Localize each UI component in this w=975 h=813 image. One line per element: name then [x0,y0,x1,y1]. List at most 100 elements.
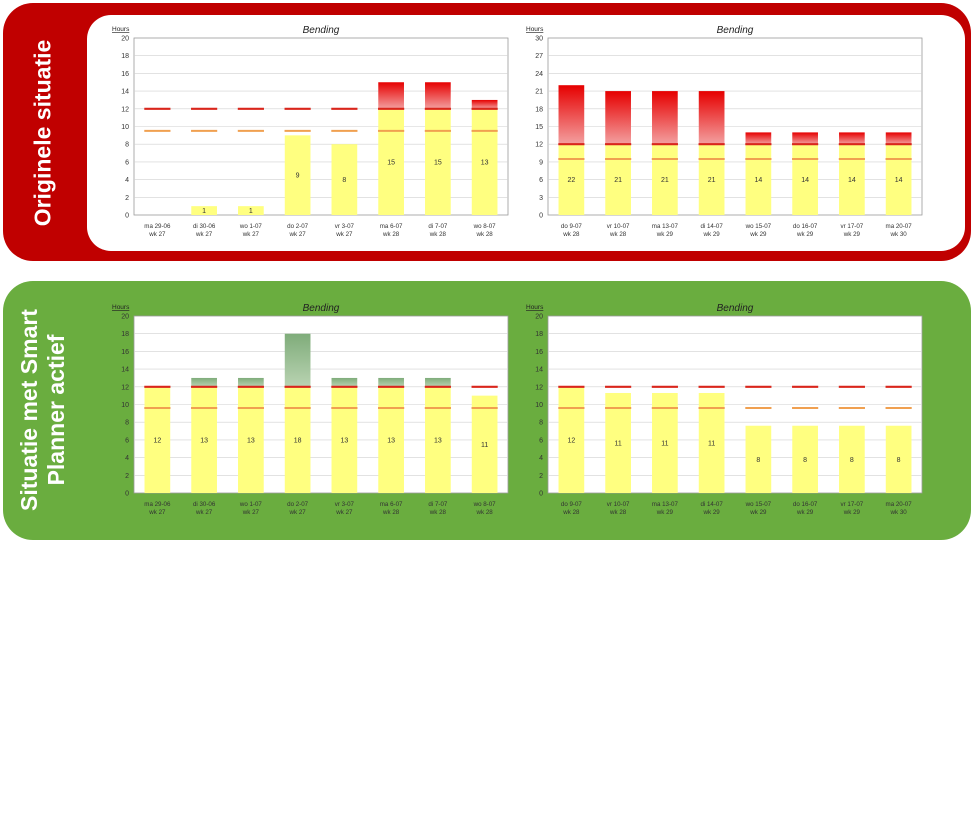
y-tick-label: 3 [539,195,543,202]
data-label: 8 [342,177,346,184]
x-tick-label: di 14-07 [700,223,723,230]
x-tick-label: wo 8-07 [473,501,497,508]
x-tick-label: ma 6-07 [380,223,403,230]
y-tick-label: 6 [125,159,129,166]
x-tick-week-label: wk 28 [609,509,627,516]
bar-base [558,144,585,215]
bar-base [885,144,912,215]
bending-chart-original-week28-30: Bending Hours 0 3 6 9 12 15 18 21 24 27 30 22 do 9-07 w… [522,18,932,248]
data-label: 13 [387,437,395,444]
data-label: 14 [754,177,762,184]
x-tick-week-label: wk 27 [242,509,260,516]
x-tick-week-label: wk 27 [242,231,260,238]
x-tick-week-label: wk 28 [476,509,494,516]
data-label: 13 [434,437,442,444]
data-label: 1 [202,208,206,215]
x-tick-week-label: wk 29 [843,509,861,516]
bar-overflow [652,91,678,145]
bar-overflow [745,132,772,145]
bar-base [605,392,631,493]
section-title-smart-planner: Situatie met Smart Planner actief [16,309,70,511]
x-tick-week-label: wk 29 [796,231,814,238]
y-tick-label: 21 [535,89,543,96]
bar-overflow [698,91,725,145]
y-tick-label: 20 [121,36,129,43]
y-tick-label: 15 [535,124,543,131]
y-tick-label: 0 [539,213,543,220]
data-label: 13 [247,437,255,444]
x-tick-week-label: wk 29 [656,231,674,238]
bar-overflow [378,82,404,109]
x-tick-label: vr 17-07 [841,501,864,508]
y-tick-label: 18 [121,53,129,60]
bar-overflow [425,82,451,109]
bar-overflow [378,377,404,387]
data-label: 11 [614,440,621,447]
data-label: 12 [567,437,575,444]
x-tick-label: ma 20-07 [886,501,913,508]
data-label: 8 [850,457,854,464]
x-tick-label: ma 13-07 [652,223,679,230]
y-tick-label: 0 [125,213,129,220]
x-tick-week-label: wk 28 [429,231,447,238]
y-tick-label: 6 [125,437,129,444]
x-tick-label: ma 6-07 [380,501,403,508]
y-tick-label: 20 [121,314,129,321]
y-tick-label: 30 [535,36,543,43]
x-tick-label: wo 1-07 [239,501,263,508]
data-label: 8 [897,457,901,464]
x-tick-label: ma 13-07 [652,501,679,508]
bar-base [331,144,358,215]
y-tick-label: 18 [121,331,129,338]
y-tick-label: 24 [535,71,543,78]
y-tick-label: 12 [121,106,129,113]
bar-base [839,144,865,215]
x-tick-week-label: wk 27 [148,509,166,516]
bar-base [605,144,631,215]
bar-base [558,386,585,493]
data-label: 11 [708,440,715,447]
y-tick-label: 2 [539,473,543,480]
data-label: 9 [296,173,300,180]
y-tick-label: 14 [121,89,129,96]
bar-base [652,392,678,493]
x-tick-week-label: wk 27 [335,509,353,516]
bar-base [425,108,451,215]
x-tick-label: di 30-06 [193,501,216,508]
x-tick-label: do 9-07 [561,223,583,230]
y-tick-label: 8 [125,142,129,149]
y-tick-label: 16 [535,349,543,356]
bar-overflow [331,377,358,387]
x-tick-week-label: wk 28 [562,231,580,238]
x-tick-label: do 2-07 [287,223,309,230]
y-tick-label: 18 [535,106,543,113]
data-label: 21 [614,177,622,184]
bar-base [792,144,818,215]
y-tick-label: 14 [535,367,543,374]
bar-base [745,425,772,493]
x-tick-week-label: wk 27 [195,231,213,238]
bar-base [191,386,217,493]
bar-overflow [238,377,264,387]
y-tick-label: 18 [535,331,543,338]
y-tick-label: 20 [535,314,543,321]
data-label: 1 [249,208,253,215]
x-tick-week-label: wk 29 [749,231,767,238]
x-tick-label: di 30-06 [193,223,216,230]
x-tick-label: vr 3-07 [335,223,355,230]
y-tick-label: 16 [121,71,129,78]
x-tick-week-label: wk 29 [703,231,721,238]
x-tick-label: wo 15-07 [745,501,772,508]
section-title-line: Originele situatie [29,39,56,227]
data-label: 18 [294,437,302,444]
x-tick-week-label: wk 30 [890,509,908,516]
x-tick-week-label: wk 27 [289,231,307,238]
y-tick-label: 9 [539,159,543,166]
data-label: 11 [481,442,488,449]
y-tick-label: 12 [535,384,543,391]
x-tick-week-label: wk 29 [843,231,861,238]
bar-base [698,144,725,215]
data-label: 8 [756,457,760,464]
